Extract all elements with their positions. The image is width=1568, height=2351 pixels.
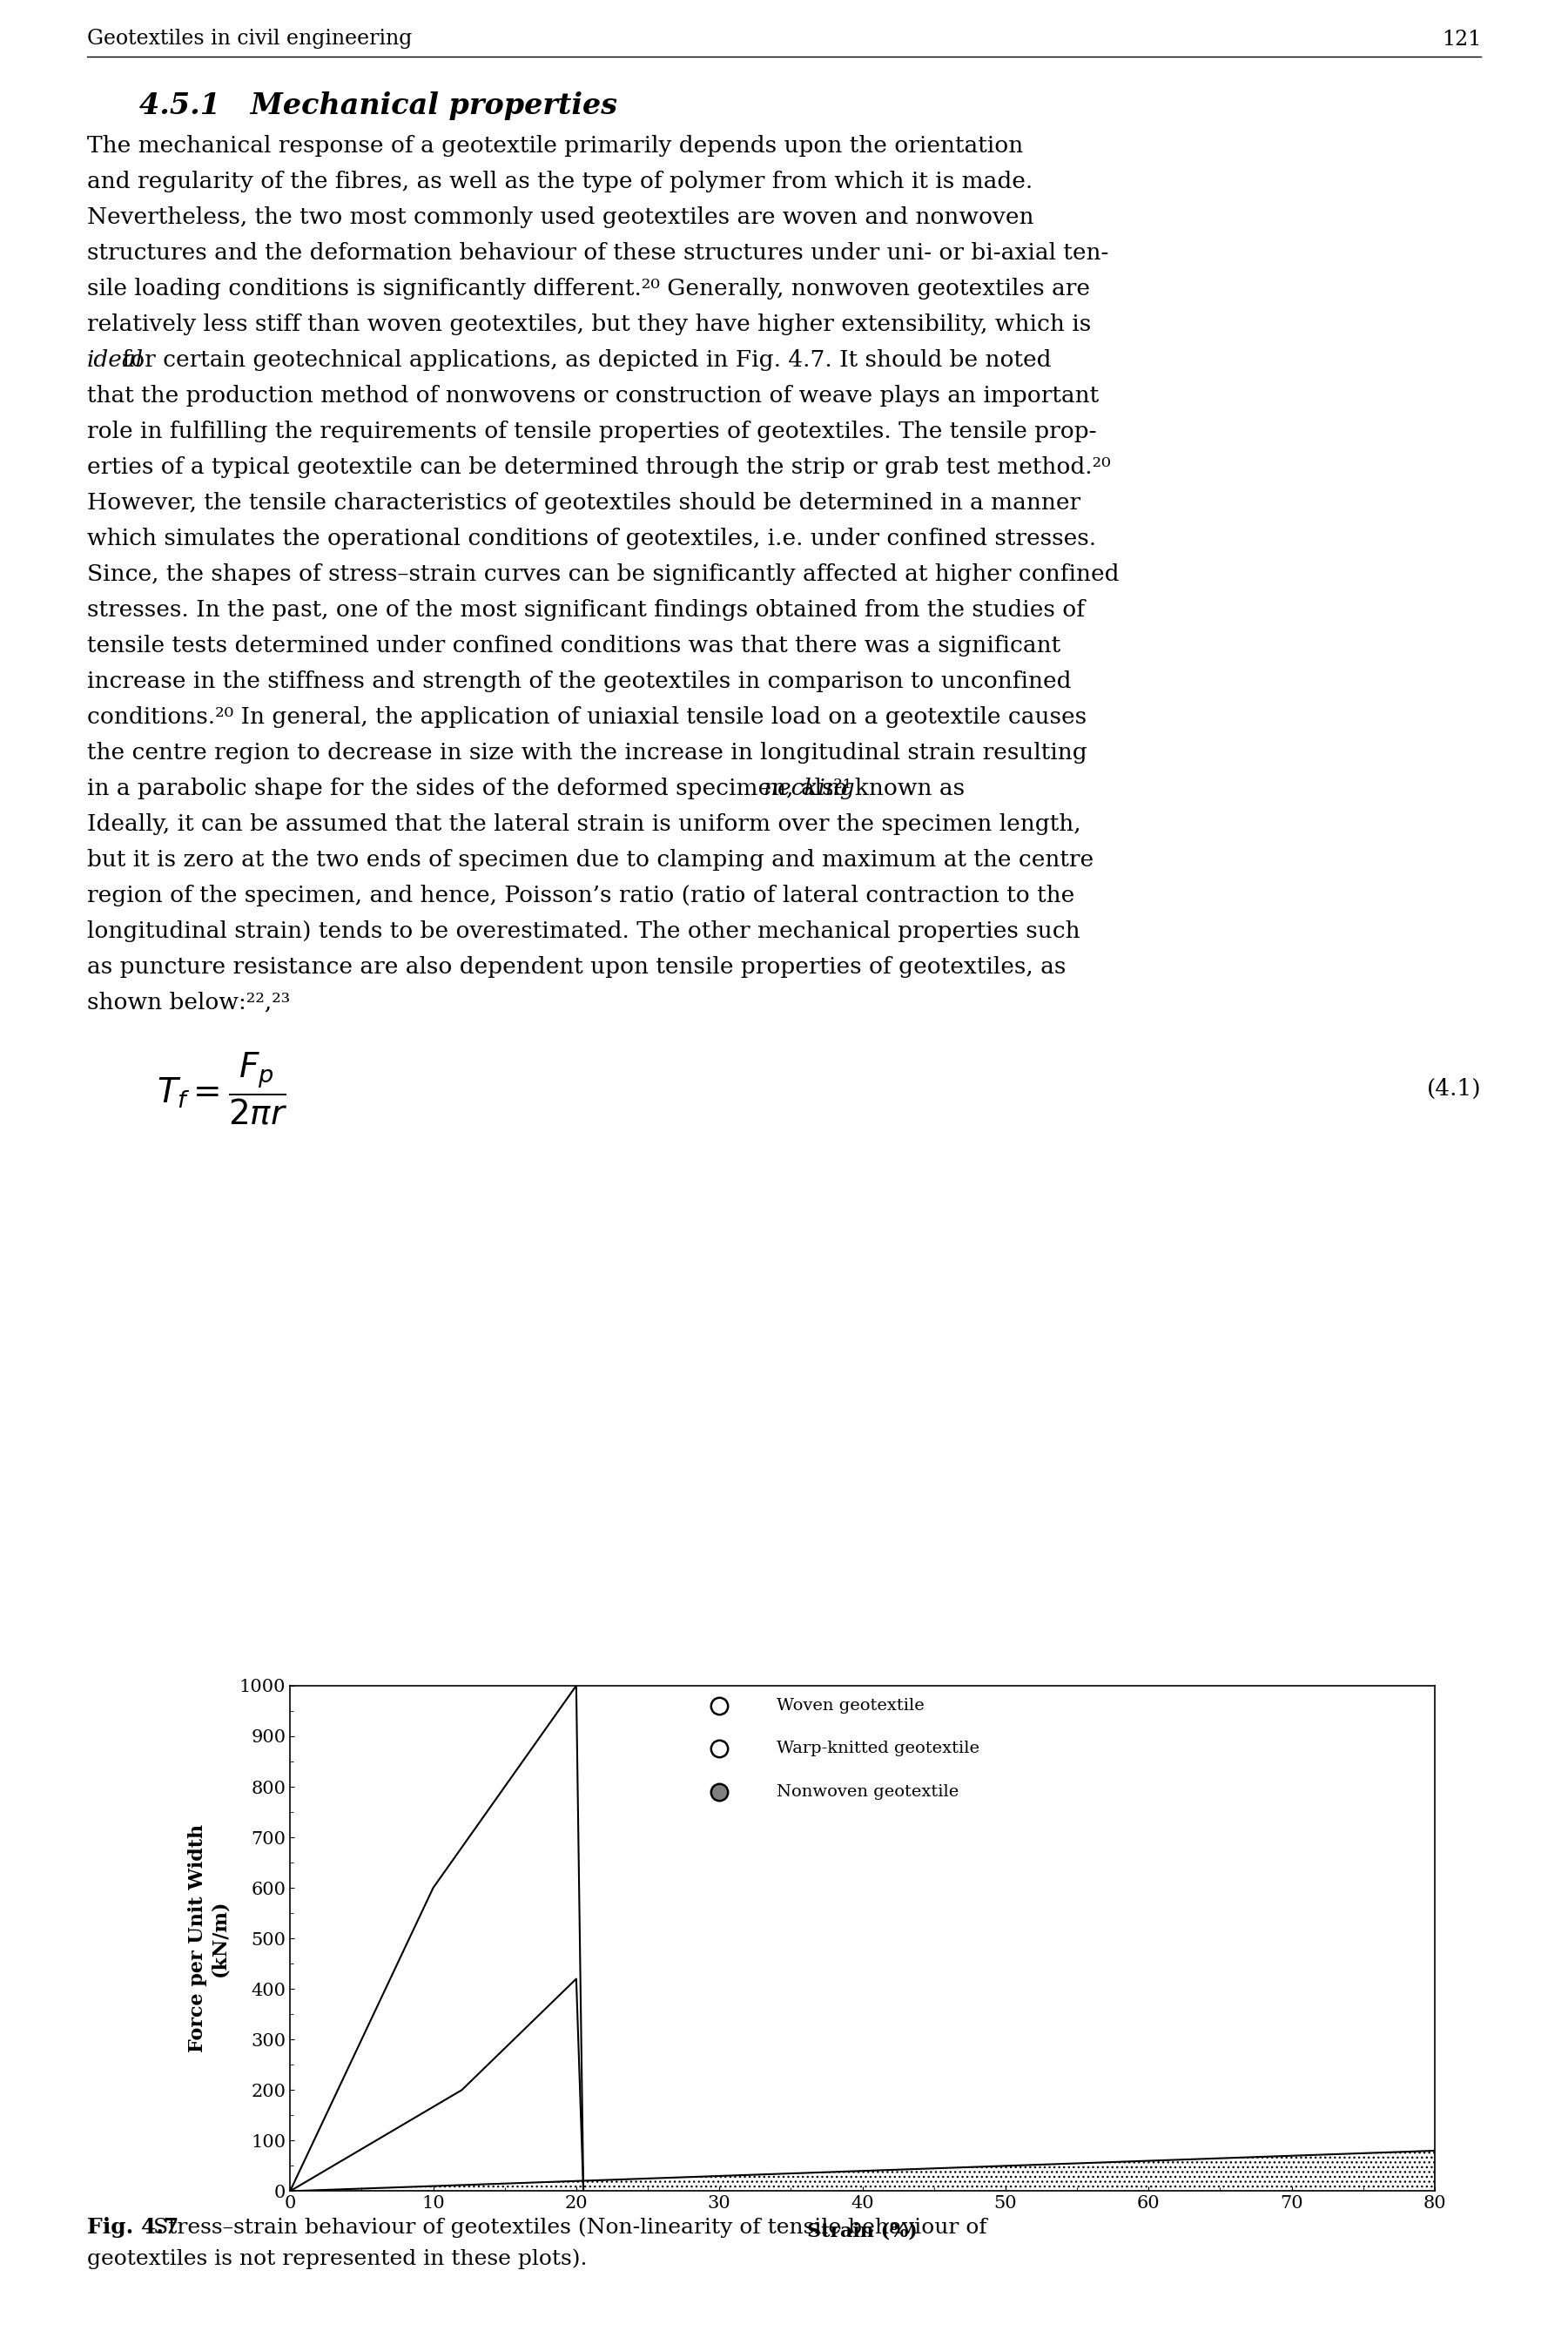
Text: Nonwoven geotextile: Nonwoven geotextile [776, 1784, 958, 1799]
Text: sile loading conditions is significantly different.²⁰ Generally, nonwoven geotex: sile loading conditions is significantly… [88, 277, 1090, 299]
Text: Warp-knitted geotextile: Warp-knitted geotextile [776, 1742, 980, 1756]
Text: erties of a typical geotextile can be determined through the strip or grab test : erties of a typical geotextile can be de… [88, 456, 1110, 477]
Text: longitudinal strain) tends to be overestimated. The other mechanical properties : longitudinal strain) tends to be overest… [88, 919, 1080, 943]
Text: in a parabolic shape for the sides of the deformed specimen, also known as: in a parabolic shape for the sides of th… [88, 778, 972, 799]
Text: as puncture resistance are also dependent upon tensile properties of geotextiles: as puncture resistance are also dependen… [88, 957, 1066, 978]
Text: ideal: ideal [88, 350, 144, 371]
Text: The mechanical response of a geotextile primarily depends upon the orientation: The mechanical response of a geotextile … [88, 134, 1024, 158]
Text: region of the specimen, and hence, Poisson’s ratio (ratio of lateral contraction: region of the specimen, and hence, Poiss… [88, 884, 1074, 907]
Text: Fig. 4.7: Fig. 4.7 [88, 2217, 179, 2238]
Text: role in fulfilling the requirements of tensile properties of geotextiles. The te: role in fulfilling the requirements of t… [88, 421, 1096, 442]
Text: Ideally, it can be assumed that the lateral strain is uniform over the specimen : Ideally, it can be assumed that the late… [88, 813, 1080, 835]
Text: geotextiles is not represented in these plots).: geotextiles is not represented in these … [88, 2248, 588, 2269]
Text: stresses. In the past, one of the most significant findings obtained from the st: stresses. In the past, one of the most s… [88, 600, 1085, 621]
Text: the centre region to decrease in size with the increase in longitudinal strain r: the centre region to decrease in size wi… [88, 743, 1087, 764]
Text: Nevertheless, the two most commonly used geotextiles are woven and nonwoven: Nevertheless, the two most commonly used… [88, 207, 1033, 228]
Text: tensile tests determined under confined conditions was that there was a signific: tensile tests determined under confined … [88, 635, 1060, 656]
Text: Geotextiles in civil engineering: Geotextiles in civil engineering [88, 28, 412, 49]
Text: increase in the stiffness and strength of the geotextiles in comparison to uncon: increase in the stiffness and strength o… [88, 670, 1071, 691]
Text: and regularity of the fibres, as well as the type of polymer from which it is ma: and regularity of the fibres, as well as… [88, 172, 1033, 193]
Text: 121: 121 [1441, 28, 1480, 49]
Y-axis label: Force per Unit Width
(kN/m): Force per Unit Width (kN/m) [188, 1824, 229, 2052]
Text: relatively less stiff than woven geotextiles, but they have higher extensibility: relatively less stiff than woven geotext… [88, 313, 1091, 336]
Text: for certain geotechnical applications, as depicted in Fig. 4.7. It should be not: for certain geotechnical applications, a… [114, 350, 1051, 371]
Text: 4.5.1   Mechanical properties: 4.5.1 Mechanical properties [140, 92, 618, 120]
Text: Stress–strain behaviour of geotextiles (Non-linearity of tensile behaviour of: Stress–strain behaviour of geotextiles (… [146, 2217, 986, 2238]
Text: but it is zero at the two ends of specimen due to clamping and maximum at the ce: but it is zero at the two ends of specim… [88, 849, 1093, 870]
Text: (4.1): (4.1) [1427, 1077, 1480, 1100]
Text: which simulates the operational conditions of geotextiles, i.e. under confined s: which simulates the operational conditio… [88, 527, 1096, 550]
X-axis label: Strain (%): Strain (%) [808, 2222, 917, 2241]
Text: Woven geotextile: Woven geotextile [776, 1697, 925, 1714]
Text: shown below:²²,²³: shown below:²²,²³ [88, 992, 290, 1013]
Text: .²¹: .²¹ [826, 778, 851, 799]
Text: $T_f = \dfrac{F_p}{2\pi r}$: $T_f = \dfrac{F_p}{2\pi r}$ [157, 1051, 287, 1126]
Text: that the production method of nonwovens or construction of weave plays an import: that the production method of nonwovens … [88, 386, 1099, 407]
Text: structures and the deformation behaviour of these structures under uni- or bi-ax: structures and the deformation behaviour… [88, 242, 1109, 263]
Text: Since, the shapes of stress–strain curves can be significantly affected at highe: Since, the shapes of stress–strain curve… [88, 564, 1120, 585]
Text: necking: necking [764, 778, 855, 799]
Text: However, the tensile characteristics of geotextiles should be determined in a ma: However, the tensile characteristics of … [88, 491, 1080, 515]
Text: conditions.²⁰ In general, the application of uniaxial tensile load on a geotexti: conditions.²⁰ In general, the applicatio… [88, 705, 1087, 729]
